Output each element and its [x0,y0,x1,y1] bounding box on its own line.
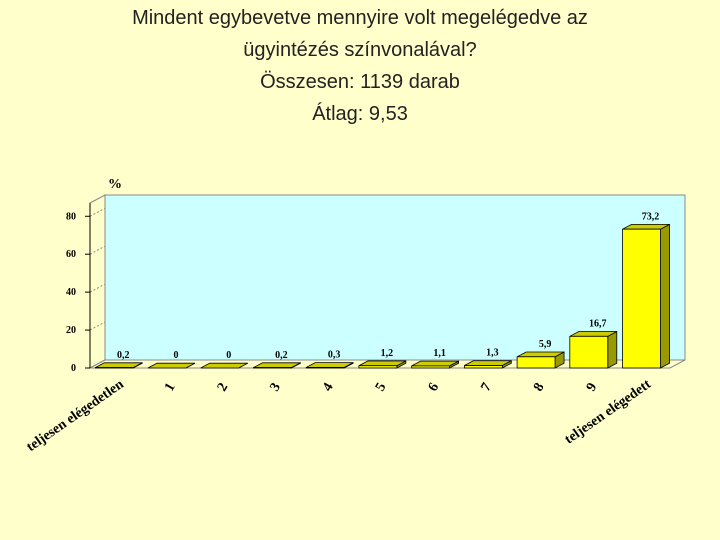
x-tick-label: 9 [584,381,600,395]
data-label: 0 [226,350,231,361]
bar-top [516,351,565,358]
y-tick-label: 40 [66,287,76,298]
bar-top [622,223,670,230]
y-tick-label: 0 [71,363,76,374]
x-tick-label: teljesen elégedett [562,377,654,448]
bar-side [660,223,670,369]
bar-top [569,331,617,337]
bar-top [305,362,354,368]
data-label: 1,3 [486,348,499,359]
bar [569,335,609,369]
bar [463,365,503,369]
data-label: 0,2 [275,350,288,361]
bar [516,356,556,369]
bar-top [358,360,407,367]
x-tick-label: 7 [478,381,494,395]
y-tick-label: 20 [66,325,76,336]
data-label: 1,1 [433,348,446,359]
bar-top [411,360,459,367]
grid-line [89,245,106,255]
data-label: 0 [173,350,178,361]
x-tick-label: 3 [268,381,284,395]
grid-line [89,207,106,217]
data-label: 5,9 [539,339,552,350]
bar-top [95,362,143,369]
chart-subtitle: Átlag: 9,53 [312,102,408,125]
data-label: 0,2 [117,350,130,361]
x-tick-label: 5 [373,381,389,395]
x-tick-label: 4 [320,381,336,395]
bar-top [200,362,248,369]
bar [622,228,661,369]
grid-line [89,283,106,293]
data-label: 73,2 [642,211,660,222]
bar [305,367,345,369]
x-tick-label: 8 [531,381,547,395]
x-tick-label: 6 [426,381,442,395]
bar-top [253,362,301,369]
grid-line [89,359,106,369]
chart-subtitle: Összesen: 1139 darab [260,71,460,93]
x-tick-label: 1 [162,381,178,395]
y-axis-label: % [108,177,122,192]
bar-top [464,360,512,366]
bar-side [607,330,618,369]
grid-line [89,321,106,331]
chart-title: Mindent egybevetve mennyire volt megelég… [132,7,588,29]
bar-top [147,362,196,369]
x-tick-label: 2 [215,381,231,395]
side-wall [89,194,106,369]
chart-title: ügyintézés színvonalával? [243,39,476,61]
y-tick-label: 60 [66,249,76,260]
x-tick-label: teljesen elégedetlen [24,377,127,455]
data-label: 1,2 [381,348,394,359]
data-label: 16,7 [589,319,607,330]
data-label: 0,3 [328,350,341,361]
y-tick-label: 80 [66,211,76,222]
bar [411,365,450,369]
bar [358,365,398,369]
